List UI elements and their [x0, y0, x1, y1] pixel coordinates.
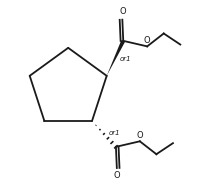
Text: or1: or1 [109, 130, 120, 136]
Text: O: O [136, 131, 143, 140]
Polygon shape [107, 40, 125, 76]
Text: or1: or1 [119, 56, 131, 62]
Text: O: O [144, 36, 151, 45]
Text: O: O [114, 171, 120, 180]
Text: O: O [119, 7, 126, 16]
